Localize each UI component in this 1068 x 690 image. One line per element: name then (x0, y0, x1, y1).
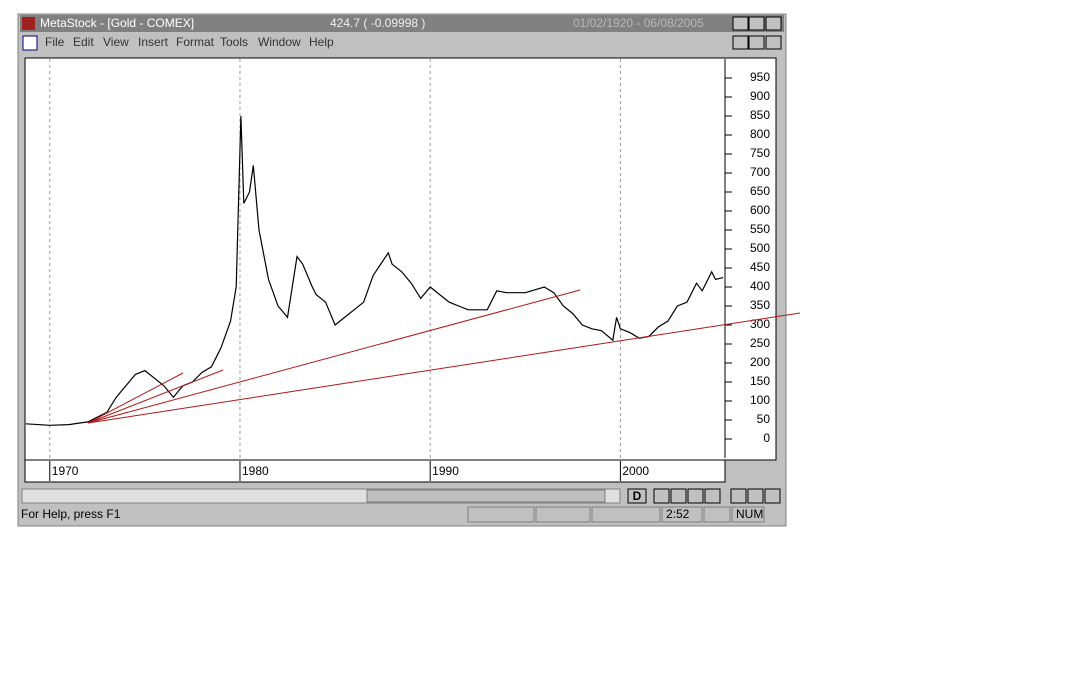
scroll-thumb[interactable] (366, 489, 606, 503)
doc-icon (22, 35, 38, 51)
y-tick-label: 150 (750, 374, 770, 388)
status-time: 2:52 (666, 507, 690, 521)
y-tick-label: 900 (750, 89, 770, 103)
y-tick-label: 200 (750, 355, 770, 369)
trend-lines (87, 289, 801, 424)
y-tick-label: 400 (750, 279, 770, 293)
menu-item[interactable]: Edit (73, 35, 94, 49)
button[interactable] (687, 488, 704, 504)
y-tick-label: 100 (750, 393, 770, 407)
menu-item[interactable]: Window (258, 35, 301, 49)
y-tick-label: 950 (750, 70, 770, 84)
status-pane (591, 506, 661, 523)
doc-restore-button[interactable] (748, 35, 765, 50)
y-tick-label: 0 (763, 431, 770, 445)
zoom-buttons (653, 488, 781, 504)
status-pane (467, 506, 535, 523)
trend-line (87, 369, 224, 424)
quote: 424.7 ( -0.09998 ) (330, 16, 425, 30)
button[interactable] (764, 488, 781, 504)
doc-close-button[interactable] (765, 35, 782, 50)
x-axis-area (24, 459, 726, 483)
trend-line (87, 372, 184, 424)
window-title: MetaStock - [Gold - COMEX] (40, 16, 194, 30)
status-bar: For Help, press F1 2:52 NUM (21, 506, 765, 523)
menu-item[interactable]: Format (176, 35, 215, 49)
y-tick-label: 750 (750, 146, 770, 160)
y-tick-label: 600 (750, 203, 770, 217)
minimize-button[interactable] (732, 16, 749, 31)
trend-line (87, 289, 581, 424)
x-tick-label: 1980 (242, 464, 269, 478)
menu-bar: File Edit View Insert Format Tools Window Help (45, 35, 334, 49)
y-tick-label: 850 (750, 108, 770, 122)
y-tick-label: 350 (750, 298, 770, 312)
y-tick-label: 250 (750, 336, 770, 350)
y-tick-label: 500 (750, 241, 770, 255)
maximize-button[interactable] (748, 16, 765, 31)
app-icon (22, 17, 35, 30)
y-tick-label: 450 (750, 260, 770, 274)
menu-item[interactable]: Tools (220, 35, 248, 49)
status-pane (535, 506, 591, 523)
menu-item[interactable]: Insert (138, 35, 169, 49)
x-tick-label: 1970 (52, 464, 79, 478)
title-bar (20, 15, 784, 32)
periodicity-button[interactable] (627, 488, 647, 504)
menu-item[interactable]: View (103, 35, 129, 49)
status-pane (661, 506, 703, 523)
trend-line (87, 312, 801, 424)
y-tick-label: 700 (750, 165, 770, 179)
x-tick-label: 1990 (432, 464, 459, 478)
status-pane (731, 506, 765, 523)
y-tick-label: 800 (750, 127, 770, 141)
x-tick-label: 2000 (622, 464, 649, 478)
date-range: 01/02/1920 - 06/08/2005 (573, 16, 704, 30)
status-pane (703, 506, 731, 523)
status-num: NUM (736, 507, 763, 521)
button[interactable] (747, 488, 764, 504)
button[interactable] (730, 488, 747, 504)
menu-item[interactable]: File (45, 35, 65, 49)
periodicity-label: D (633, 489, 642, 503)
doc-minimize-button[interactable] (732, 35, 749, 50)
status-help: For Help, press F1 (21, 507, 121, 521)
button[interactable] (653, 488, 670, 504)
window-buttons (732, 16, 782, 50)
button[interactable] (704, 488, 721, 504)
y-tick-label: 50 (757, 412, 771, 426)
y-tick-label: 300 (750, 317, 770, 331)
y-tick-label: 650 (750, 184, 770, 198)
close-button[interactable] (765, 16, 782, 31)
y-tick-label: 550 (750, 222, 770, 236)
button[interactable] (670, 488, 687, 504)
menu-item[interactable]: Help (309, 35, 334, 49)
chart-area (24, 57, 777, 461)
